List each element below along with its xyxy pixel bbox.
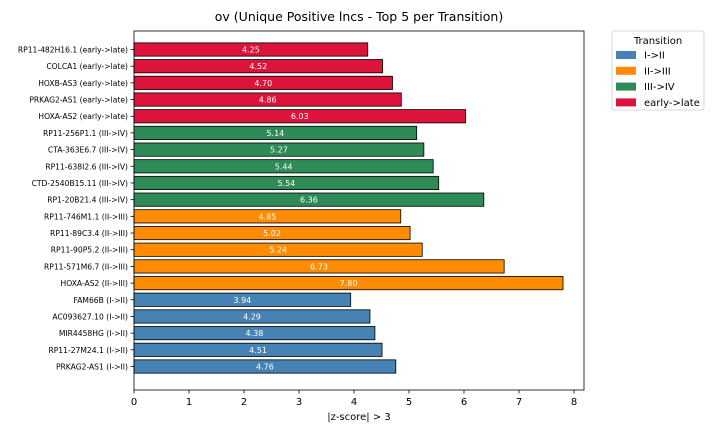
- bar-value-label: 4.29: [243, 312, 261, 321]
- y-tick-label: PRKAG2-AS1 (early->late): [29, 96, 128, 105]
- bar-value-label: 4.86: [259, 96, 277, 105]
- legend-label: early->late: [644, 98, 700, 109]
- legend-items: I->II II->III III->IV early->late: [616, 51, 700, 109]
- bar-value-label: 4.76: [256, 363, 274, 372]
- y-tick-label: MIR4458HG (I->II): [59, 329, 128, 338]
- bar-value-label: 4.70: [254, 79, 272, 88]
- x-tick-label: 7: [516, 397, 522, 408]
- bar-value-label: 6.36: [300, 196, 318, 205]
- bar-value-label: 6.03: [291, 112, 309, 121]
- bar-value-label: 5.27: [270, 146, 288, 155]
- plot-frame: [133, 30, 585, 391]
- legend-title: Transition: [633, 36, 682, 47]
- bars-layer: 4.25 4.52 4.70 4.86 6.03 5.14 5.27 5.44 5.54 6.36…: [133, 42, 564, 374]
- x-tick-label: 2: [241, 397, 247, 408]
- bar-value-label: 5.14: [266, 129, 284, 138]
- x-tick-label: 3: [296, 397, 302, 408]
- bar-value-label: 4.25: [242, 46, 260, 55]
- x-tick-label: 8: [571, 397, 577, 408]
- y-tick-label: RP1-20B21.4 (III->IV): [47, 196, 128, 205]
- y-tick-labels: RP11-482H16.1 (early->late) COLCA1 (early…: [18, 46, 134, 372]
- x-tick-label: 4: [351, 397, 357, 408]
- x-tick-label: 1: [186, 397, 192, 408]
- y-tick-label: RP11-27M24.1 (I->II): [48, 346, 128, 355]
- bar-value-label: 3.94: [233, 296, 251, 305]
- y-tick-label: PRKAG2-AS1 (I->II): [56, 363, 128, 372]
- bar-value-label: 5.24: [269, 246, 287, 255]
- bar-value-label: 4.85: [258, 212, 276, 221]
- x-axis: 0 1 2 3 4 5 6 7 8: [131, 390, 577, 408]
- bar-value-label: 7.80: [340, 279, 358, 288]
- bar-value-label: 4.38: [246, 329, 264, 338]
- y-tick-label: HOXA-AS2 (early->late): [38, 112, 128, 121]
- x-axis-label: |z-score| > 3: [327, 412, 391, 423]
- y-tick-label: AC093627.10 (I->II): [52, 312, 128, 321]
- legend-label: II->III: [644, 66, 671, 77]
- y-tick-label: RP11-90P5.2 (II->III): [51, 246, 128, 255]
- y-tick-label: RP11-482H16.1 (early->late): [18, 46, 128, 55]
- legend-swatch: [616, 51, 636, 59]
- bar-value-label: 5.44: [275, 162, 293, 171]
- bar-value-label: 5.54: [277, 179, 295, 188]
- legend-swatch: [616, 66, 636, 75]
- bar-value-label: 4.51: [249, 346, 267, 355]
- y-tick-label: RP11-746M1.1 (II->III): [44, 212, 128, 221]
- y-tick-label: COLCA1 (early->late): [46, 62, 128, 71]
- chart-title: ov (Unique Positive lncs - Top 5 per Tra…: [215, 9, 503, 24]
- bar-value-label: 5.02: [263, 229, 281, 238]
- y-tick-label: FAM66B (I->II): [74, 296, 128, 305]
- y-tick-label: HOXB-AS3 (early->late): [38, 79, 128, 88]
- y-tick-label: RP11-256P1.1 (III->IV): [43, 129, 128, 138]
- y-tick-label: HOXA-AS2 (II->III): [61, 279, 129, 288]
- y-tick-label: RP11-638I2.6 (III->IV): [45, 162, 128, 171]
- x-tick-label: 0: [131, 397, 137, 408]
- legend-label: I->II: [644, 51, 665, 62]
- y-tick-label: CTD-2540B15.11 (III->IV): [32, 179, 128, 188]
- x-tick-label: 6: [461, 397, 467, 408]
- bar-value-label: 6.73: [310, 262, 328, 271]
- y-tick-label: RP11-571M6.7 (II->III): [44, 262, 128, 271]
- bar-value-label: 4.52: [249, 62, 267, 71]
- y-tick-label: CTA-363E6.7 (III->IV): [48, 146, 128, 155]
- y-tick-label: RP11-89C3.4 (II->III): [50, 229, 128, 238]
- legend: Transition I->II II->III III->IV early->lat…: [611, 30, 705, 111]
- legend-swatch: [616, 82, 636, 91]
- x-tick-label: 5: [406, 397, 412, 408]
- legend-swatch: [616, 98, 636, 107]
- legend-label: III->IV: [644, 82, 675, 93]
